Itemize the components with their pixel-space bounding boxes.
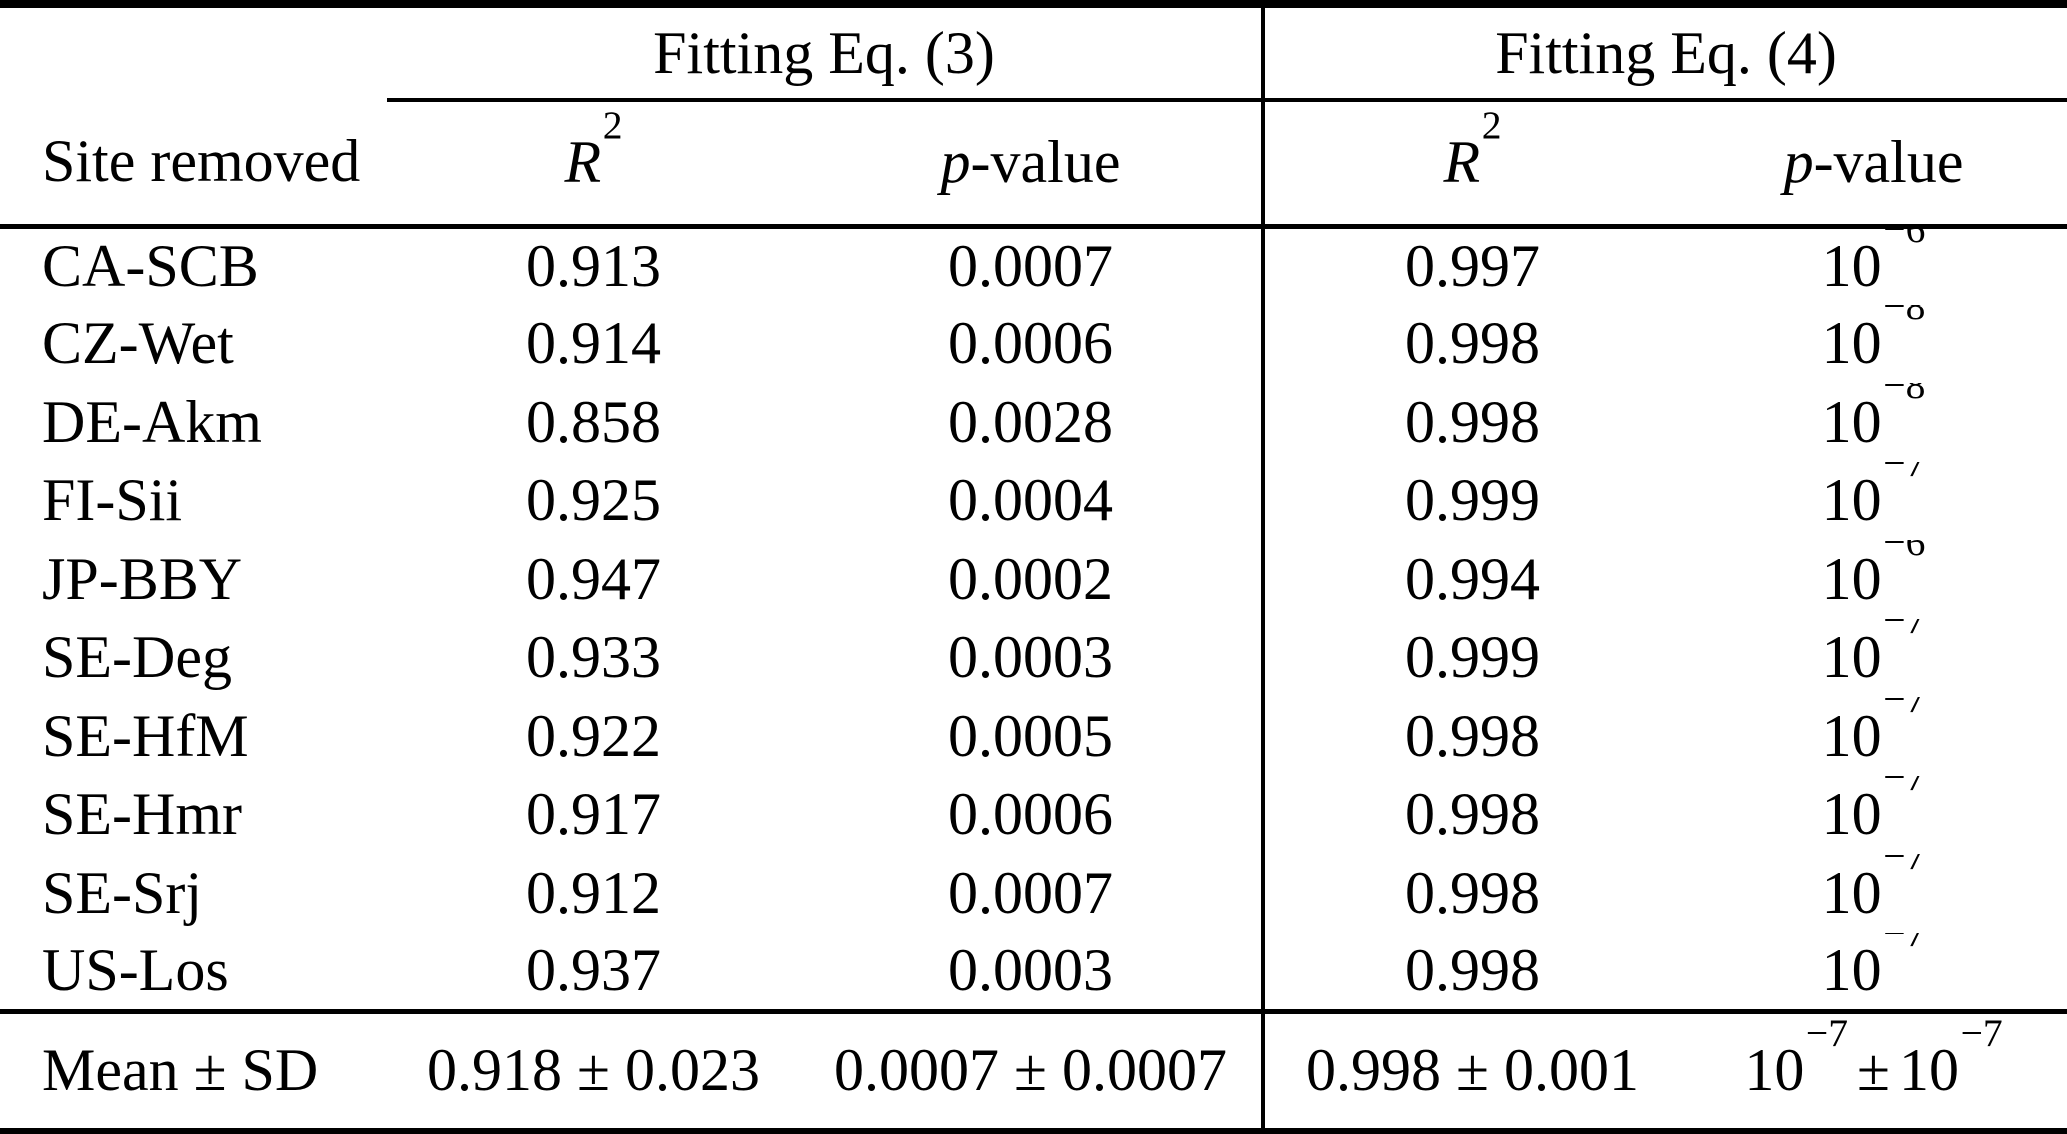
col-header-r2-eq3: R2 xyxy=(387,100,800,229)
r2-eq3-cell: 0.947 xyxy=(526,545,661,612)
column-header-row: Site removed R2 p-value R2 p-value xyxy=(0,100,2067,229)
site-cell: SE-Srj xyxy=(42,859,203,926)
r2-eq4-cell: 0.997 xyxy=(1261,226,1681,305)
table-row: SE-Hmr 0.917 0.0006 0.998 10−7 xyxy=(0,775,2067,854)
col-header-pvalue-eq3: p-value xyxy=(800,100,1264,229)
r2-eq4-cell: 0.994 xyxy=(1261,540,1681,619)
pvalue-eq3-cell: 0.0004 xyxy=(948,467,1113,534)
table-row: CZ-Wet 0.914 0.0006 0.998 10−8 xyxy=(0,304,2067,383)
site-cell: CA-SCB xyxy=(42,233,259,299)
summary-label-cell: Mean ± SD xyxy=(0,1008,387,1131)
pvalue-eq3-cell: 0.0003 xyxy=(948,937,1113,1003)
pvalue-eq3-cell: 0.0007 xyxy=(948,233,1113,299)
site-cell: SE-Hmr xyxy=(42,781,242,848)
pvalue-eq3-cell: 0.0006 xyxy=(948,781,1113,848)
pvalue-eq4-cell: 10−7 xyxy=(1821,775,1926,848)
r2-eq4-cell: 0.999 xyxy=(1261,461,1681,540)
pvalue-eq4-cell: 10−7 xyxy=(1821,697,1926,769)
pvalue-eq3-cell: 0.0005 xyxy=(948,702,1113,769)
r2-eq4-cell: 0.998 xyxy=(1261,383,1681,462)
r2-eq4-cell: 0.998 xyxy=(1261,697,1681,776)
pvalue-eq3-cell: 0.0007 xyxy=(948,859,1113,926)
pvalue-eq3-cell: 0.0003 xyxy=(948,624,1113,691)
site-cell: SE-Deg xyxy=(42,624,232,691)
r2-eq4-cell: 0.998 xyxy=(1261,932,1681,1011)
r2-eq3-cell: 0.917 xyxy=(526,781,661,848)
r2-eq3-cell: 0.858 xyxy=(526,388,661,455)
table-row: SE-Deg 0.933 0.0003 0.999 10−7 xyxy=(0,618,2067,697)
col-header-site: Site removed xyxy=(0,100,387,229)
spanner-eq4-label: Fitting Eq. (4) xyxy=(1495,19,1837,86)
pvalue-eq4-cell: 10−7 xyxy=(1821,932,1926,1003)
r2-eq4-cell: 0.999 xyxy=(1261,618,1681,697)
spanner-eq3: Fitting Eq. (3) xyxy=(387,4,1264,102)
table-row: FI-Sii 0.925 0.0004 0.999 10−7 xyxy=(0,461,2067,540)
summary-row: Mean ± SD 0.918 ± 0.023 0.0007 ± 0.0007 … xyxy=(0,1008,2067,1131)
pvalue-eq3-cell: 0.0028 xyxy=(948,388,1113,455)
table-row: JP-BBY 0.947 0.0002 0.994 10−6 xyxy=(0,540,2067,619)
spanner-spacer xyxy=(0,4,387,100)
site-cell: SE-HfM xyxy=(42,702,249,769)
r2-eq3-cell: 0.912 xyxy=(526,859,661,926)
site-cell: FI-Sii xyxy=(42,467,183,534)
col-header-pvalue-eq4: p-value xyxy=(1680,100,2067,229)
r2-eq3-cell: 0.933 xyxy=(526,624,661,691)
r2-eq3-cell: 0.925 xyxy=(526,467,661,534)
site-cell: CZ-Wet xyxy=(42,310,234,377)
pvalue-eq4-cell: 10−6 xyxy=(1821,226,1926,299)
site-cell: JP-BBY xyxy=(42,545,243,612)
pvalue-eq3-cell: 0.0002 xyxy=(948,545,1113,612)
table-row: CA-SCB 0.913 0.0007 0.997 10−6 xyxy=(0,226,2067,305)
spanner-eq3-label: Fitting Eq. (3) xyxy=(653,19,995,86)
summary-pvalue-eq3-cell: 0.0007 ± 0.0007 xyxy=(800,1008,1264,1131)
r2-eq3-cell: 0.922 xyxy=(526,702,661,769)
summary-pvalue-eq4-cell: 10−7± 10−7 xyxy=(1680,1008,2067,1131)
table-row: US-Los 0.937 0.0003 0.998 10−7 xyxy=(0,932,2067,1011)
pvalue-eq4-cell: 10−6 xyxy=(1821,540,1926,612)
site-cell: US-Los xyxy=(42,937,229,1003)
r2-eq3-cell: 0.937 xyxy=(526,937,661,1003)
pvalue-eq4-cell: 10−7 xyxy=(1821,854,1926,926)
pvalue-eq3-cell: 0.0006 xyxy=(948,310,1113,377)
pvalue-eq4-cell: 10−8 xyxy=(1821,383,1926,455)
r2-eq4-cell: 0.998 xyxy=(1261,304,1681,383)
summary-r2-eq3-cell: 0.918 ± 0.023 xyxy=(387,1008,800,1131)
r2-eq4-cell: 0.998 xyxy=(1261,775,1681,854)
spanner-row: Fitting Eq. (3) Fitting Eq. (4) xyxy=(0,4,2067,102)
table-row: DE-Akm 0.858 0.0028 0.998 10−8 xyxy=(0,383,2067,462)
r2-eq4-cell: 0.998 xyxy=(1261,854,1681,933)
r2-eq3-cell: 0.914 xyxy=(526,310,661,377)
table-row: SE-Srj 0.912 0.0007 0.998 10−7 xyxy=(0,854,2067,933)
site-cell: DE-Akm xyxy=(42,388,262,455)
summary-r2-eq4-cell: 0.998 ± 0.001 xyxy=(1261,1008,1681,1131)
col-header-r2-eq4: R2 xyxy=(1261,100,1681,229)
pvalue-eq4-cell: 10−7 xyxy=(1821,461,1926,534)
table-row: SE-HfM 0.922 0.0005 0.998 10−7 xyxy=(0,697,2067,776)
spanner-eq4: Fitting Eq. (4) xyxy=(1261,4,2067,102)
pvalue-eq4-cell: 10−8 xyxy=(1821,304,1926,377)
pvalue-eq4-cell: 10−7 xyxy=(1821,618,1926,691)
r2-eq3-cell: 0.913 xyxy=(526,233,661,299)
